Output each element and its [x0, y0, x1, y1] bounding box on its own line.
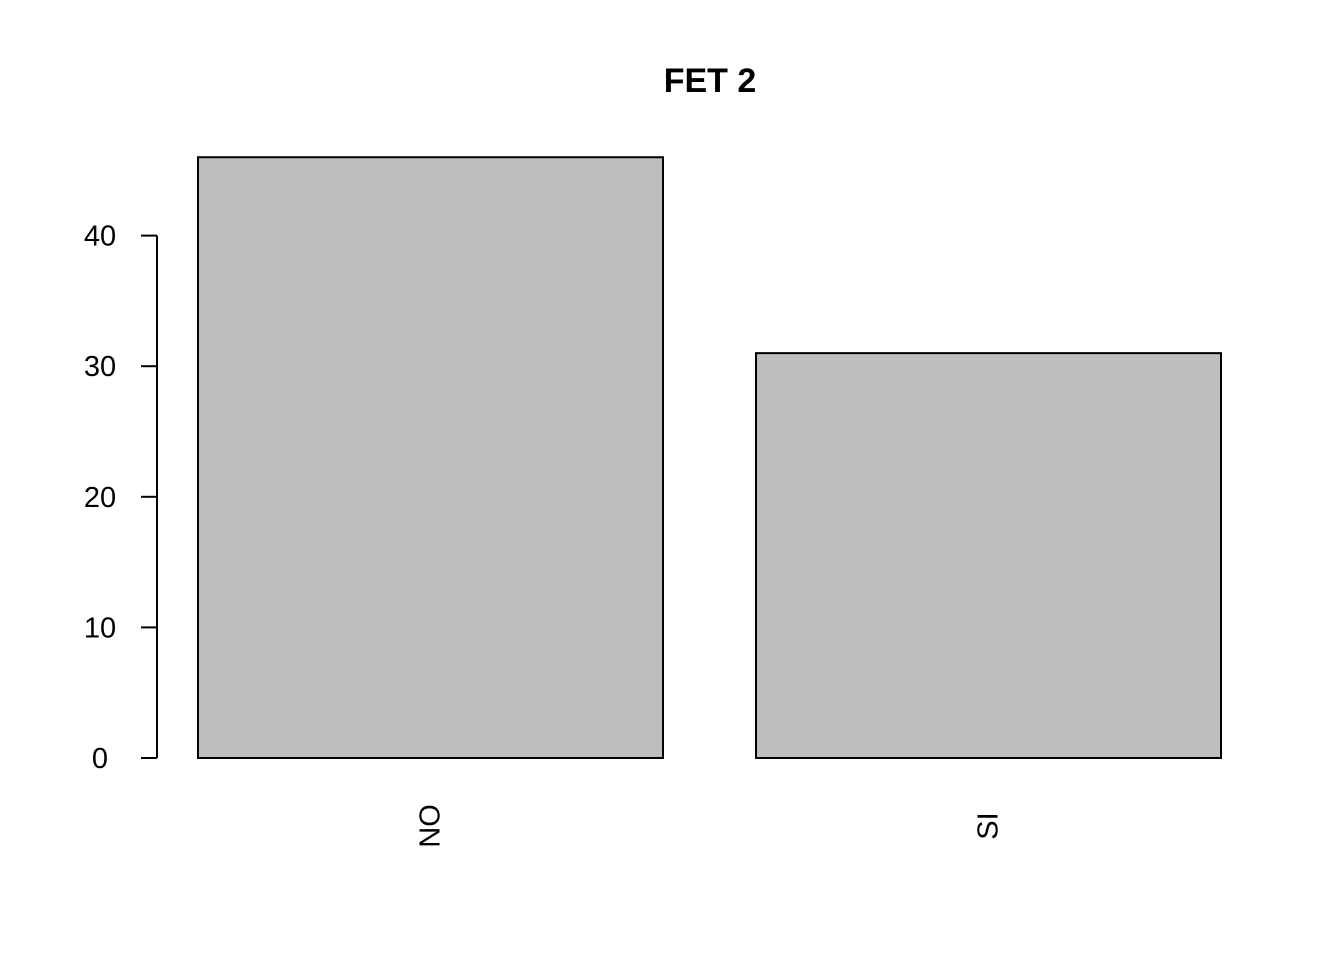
- bar-no: [197, 156, 664, 760]
- bars-group: [197, 156, 1222, 760]
- y-tick-label: 0: [92, 743, 108, 775]
- y-tick-label: 30: [84, 351, 116, 383]
- x-tick-label-si: SI: [973, 812, 1005, 839]
- bar-si: [755, 352, 1222, 759]
- chart-title: FET 2: [664, 62, 757, 100]
- x-tick-label-no: NO: [415, 804, 447, 848]
- x-tick-labels: NO SI: [415, 804, 1005, 848]
- y-tick-label: 20: [84, 482, 116, 514]
- y-tick-label: 40: [84, 221, 116, 253]
- y-axis: 0 10 20 30 40: [84, 221, 158, 775]
- y-tick-label: 10: [84, 612, 116, 644]
